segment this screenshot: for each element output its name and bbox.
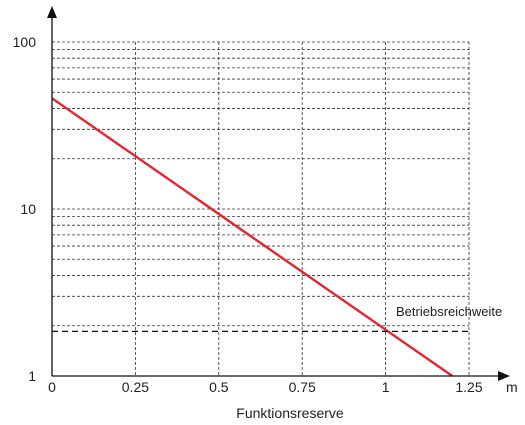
x-axis-arrow: [498, 371, 510, 381]
x-axis-title: Funktionsreserve: [236, 405, 344, 421]
grid: [52, 41, 470, 376]
x-tick-label: 0.25: [122, 379, 149, 395]
reference-line-label: Betriebsreichweite: [396, 304, 502, 319]
x-axis-unit: m: [506, 379, 518, 395]
axes: [47, 6, 510, 381]
x-tick-label: 1.25: [455, 379, 482, 395]
y-axis-arrow: [47, 6, 57, 18]
x-tick-label: 1: [382, 379, 390, 395]
y-tick-label: 10: [20, 201, 36, 217]
y-tick-label: 100: [13, 34, 37, 50]
x-tick-label: 0: [48, 379, 56, 395]
y-tick-label: 1: [28, 368, 36, 384]
series-layer: [51, 97, 454, 377]
series-line: [51, 97, 454, 377]
x-tick-label: 0.5: [209, 379, 229, 395]
reference-layer: Betriebsreichweite: [52, 304, 502, 333]
x-tick-label: 0.75: [289, 379, 316, 395]
tick-layer: 0 0.25 0.5 0.75 1 1.25 1 10 100: [13, 34, 483, 395]
